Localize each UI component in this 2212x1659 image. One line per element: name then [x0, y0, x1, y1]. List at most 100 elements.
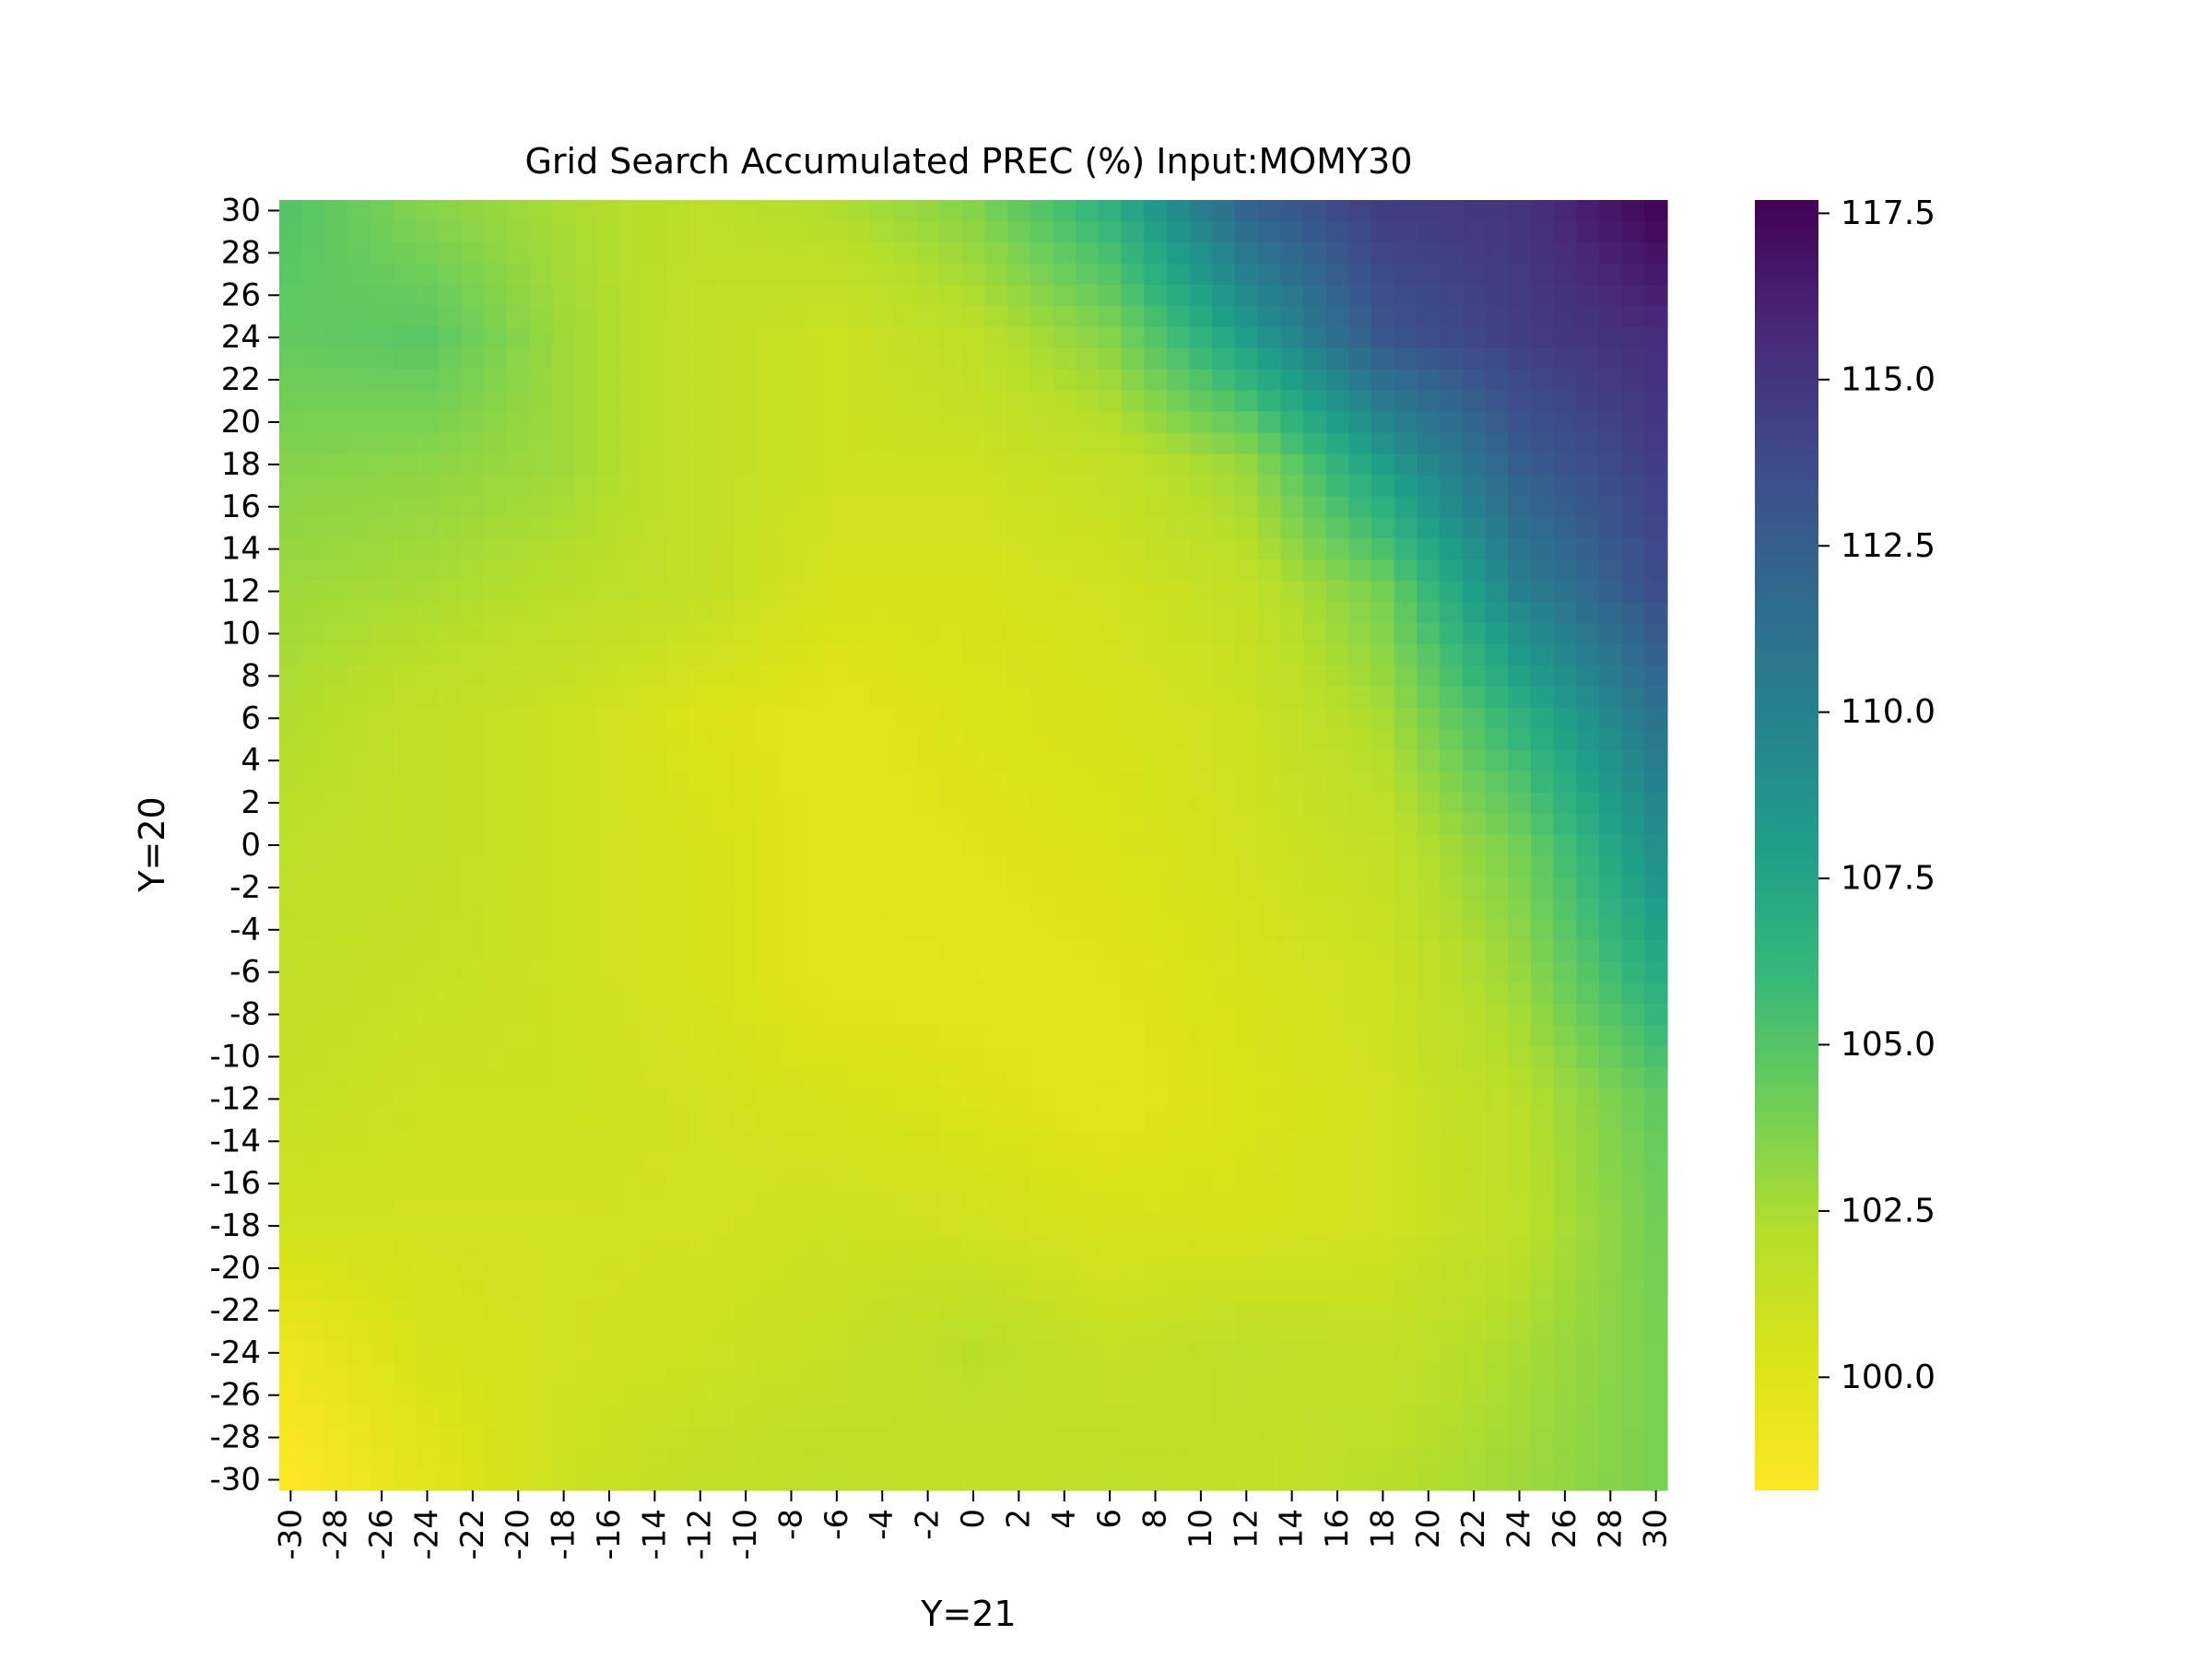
heatmap-cell [916, 1257, 940, 1280]
heatmap-cell [1212, 1300, 1236, 1322]
heatmap-cell [1508, 1151, 1532, 1174]
heatmap-cell [1462, 538, 1487, 560]
heatmap-cell [416, 813, 440, 836]
heatmap-cell [1053, 1151, 1077, 1174]
heatmap-cell [574, 263, 599, 286]
heatmap-cell [1189, 305, 1213, 328]
heatmap-cell [1098, 961, 1123, 983]
heatmap-cell [1348, 284, 1372, 307]
heatmap-cell [393, 263, 417, 286]
heatmap-cell [1212, 643, 1236, 666]
heatmap-cell [802, 200, 827, 222]
heatmap-cell [484, 961, 508, 983]
heatmap-cell [1371, 1088, 1395, 1111]
heatmap-cell [1348, 559, 1372, 582]
heatmap-cell [370, 1109, 394, 1132]
heatmap-cell [1348, 1151, 1372, 1174]
heatmap-cell [620, 453, 644, 476]
heatmap-cell [870, 1469, 895, 1491]
heatmap-cell [1598, 538, 1623, 560]
heatmap-cell [643, 898, 667, 920]
heatmap-cell [506, 1066, 531, 1089]
heatmap-cell [961, 432, 985, 455]
heatmap-cell [1121, 1236, 1145, 1259]
heatmap-cell [961, 1363, 985, 1385]
heatmap-cell [301, 581, 325, 603]
heatmap-cell [870, 602, 895, 624]
heatmap-cell [1053, 1109, 1077, 1132]
heatmap-cell [1257, 220, 1281, 243]
heatmap-cell [938, 517, 963, 539]
heatmap-cell [1257, 517, 1281, 539]
heatmap-cell [938, 961, 963, 983]
heatmap-cell [1053, 305, 1077, 328]
heatmap-cell [1530, 1004, 1555, 1026]
heatmap-cell [688, 200, 712, 222]
heatmap-cell [712, 1427, 735, 1449]
heatmap-cell [780, 961, 804, 983]
heatmap-cell [1621, 982, 1645, 1005]
heatmap-cell [574, 538, 599, 560]
heatmap-cell [1508, 919, 1532, 941]
heatmap-cell [1598, 1342, 1623, 1364]
heatmap-cell [870, 623, 895, 645]
heatmap-cell [802, 1321, 827, 1343]
heatmap-cell [484, 1363, 508, 1385]
heatmap-cell [1553, 1406, 1577, 1428]
heatmap-cell [552, 643, 576, 666]
heatmap-cell [1121, 643, 1145, 666]
heatmap-cell [665, 1130, 689, 1153]
heatmap-cell [484, 1109, 508, 1132]
heatmap-cell [1076, 347, 1100, 371]
heatmap-cell [643, 517, 667, 539]
heatmap-cell [1417, 855, 1441, 878]
heatmap-cell [1098, 792, 1123, 815]
heatmap-cell [712, 284, 735, 307]
heatmap-cell [643, 347, 667, 371]
heatmap-cell [1530, 1088, 1555, 1111]
heatmap-cell [802, 940, 827, 962]
heatmap-cell [1234, 1384, 1259, 1406]
heatmap-cell [370, 200, 394, 222]
heatmap-cell [1644, 1066, 1668, 1089]
heatmap-cell [574, 961, 599, 983]
heatmap-cell [688, 1321, 712, 1343]
heatmap-cell [848, 643, 872, 666]
heatmap-cell [1098, 581, 1123, 603]
heatmap-cell [461, 1088, 485, 1111]
heatmap-cell [461, 1109, 485, 1132]
heatmap-cell [574, 581, 599, 603]
heatmap-cell [938, 284, 963, 307]
heatmap-cell [1485, 686, 1509, 709]
heatmap-cell [893, 1046, 917, 1068]
heatmap-cell [1076, 1194, 1100, 1217]
heatmap-cell [1007, 1469, 1031, 1491]
heatmap-cell [301, 1046, 325, 1068]
heatmap-cell [1325, 220, 1349, 243]
x-tick-label: 30 [1638, 1509, 1675, 1548]
heatmap-cell [1189, 1025, 1213, 1047]
heatmap-cell [370, 623, 394, 645]
heatmap-cell [1076, 1066, 1100, 1089]
heatmap-cell [757, 686, 781, 709]
heatmap-cell [1257, 898, 1281, 920]
heatmap-cell [620, 581, 644, 603]
heatmap-cell [984, 1300, 1008, 1322]
heatmap-cell [574, 1151, 599, 1174]
heatmap-cell [916, 1130, 940, 1153]
heatmap-cell [712, 834, 735, 857]
heatmap-cell [938, 453, 963, 476]
heatmap-cell [757, 1215, 781, 1238]
heatmap-cell [347, 728, 371, 751]
heatmap-cell [620, 347, 644, 371]
heatmap-cell [757, 1363, 781, 1385]
heatmap-cell [1053, 1427, 1077, 1449]
heatmap-cell [1348, 1321, 1372, 1343]
heatmap-cell [1462, 496, 1487, 518]
heatmap-cell [1485, 982, 1509, 1005]
heatmap-cell [1508, 326, 1532, 349]
heatmap-cell [1576, 1278, 1600, 1301]
heatmap-cell [393, 1088, 417, 1111]
heatmap-cell [643, 877, 667, 899]
y-tick-label: -24 [209, 1335, 261, 1371]
